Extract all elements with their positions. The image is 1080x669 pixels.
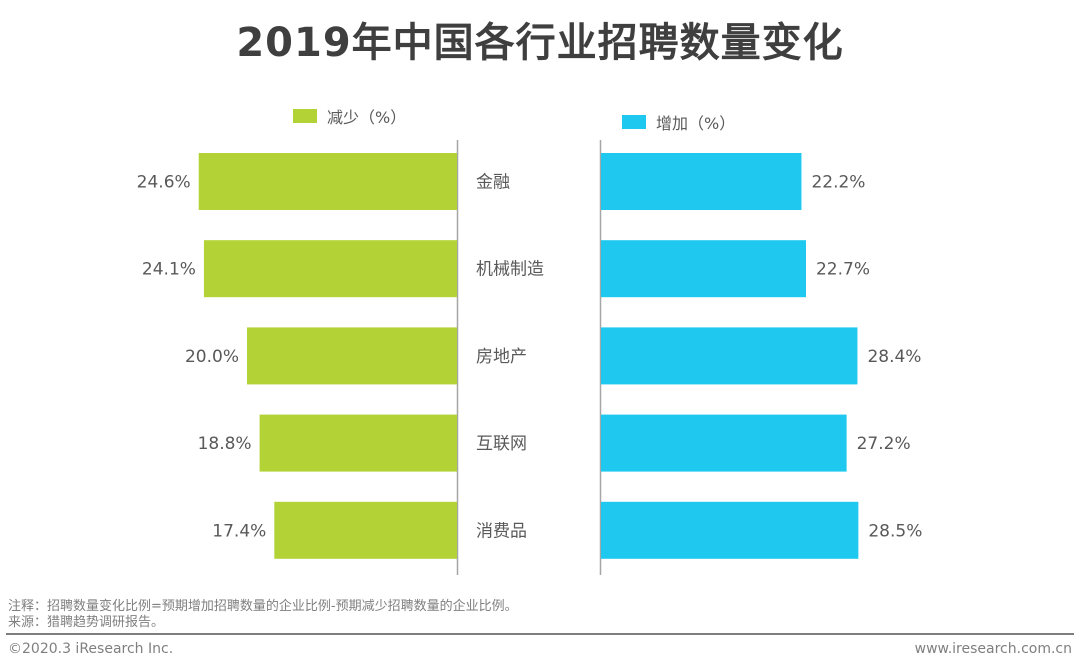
legend-label-increase: 增加（%） [656, 114, 736, 133]
legend-swatch-decrease [293, 109, 317, 123]
bar-increase [601, 414, 847, 472]
category-label: 金融 [476, 173, 510, 193]
data-label-increase: 27.2% [857, 434, 911, 454]
website-link[interactable]: www.iresearch.com.cn [914, 641, 1072, 657]
bar-increase [601, 153, 802, 210]
data-label-increase: 22.2% [811, 173, 865, 193]
data-label-increase: 28.5% [868, 521, 922, 541]
legend-label-decrease: 减少（%） [327, 108, 407, 127]
data-label-decrease: 24.1% [142, 260, 196, 280]
category-label: 机械制造 [476, 260, 544, 280]
chart-title: 2019年中国各行业招聘数量变化 [236, 20, 844, 66]
data-label-decrease: 24.6% [137, 173, 191, 193]
data-label-increase: 22.7% [816, 260, 870, 280]
bar-decrease [247, 327, 457, 385]
data-label-decrease: 17.4% [212, 521, 266, 541]
footnote: 注释：招聘数量变化比例=预期增加招聘数量的企业比例-预期减少招聘数量的企业比例。 [8, 599, 518, 614]
bar-increase [601, 501, 859, 559]
copyright: ©2020.3 iResearch Inc. [8, 641, 174, 657]
category-label: 消费品 [476, 521, 527, 541]
legend-swatch-increase [622, 115, 646, 129]
bar-decrease [198, 153, 457, 210]
data-label-decrease: 18.8% [198, 434, 252, 454]
legend-increase: 增加（%） [622, 110, 735, 134]
bar-decrease [259, 414, 457, 472]
category-label: 房地产 [476, 347, 527, 367]
bar-increase [601, 327, 858, 385]
data-label-increase: 28.4% [867, 347, 921, 367]
bar-decrease [203, 240, 457, 298]
footer-divider [6, 633, 1074, 635]
source-note: 来源：猎聘趋势调研报告。 [8, 615, 165, 630]
bar-increase [601, 240, 806, 298]
data-label-decrease: 20.0% [185, 347, 239, 367]
bar-decrease [274, 501, 457, 559]
legend-decrease: 减少（%） [293, 104, 406, 128]
category-label: 互联网 [476, 434, 527, 454]
